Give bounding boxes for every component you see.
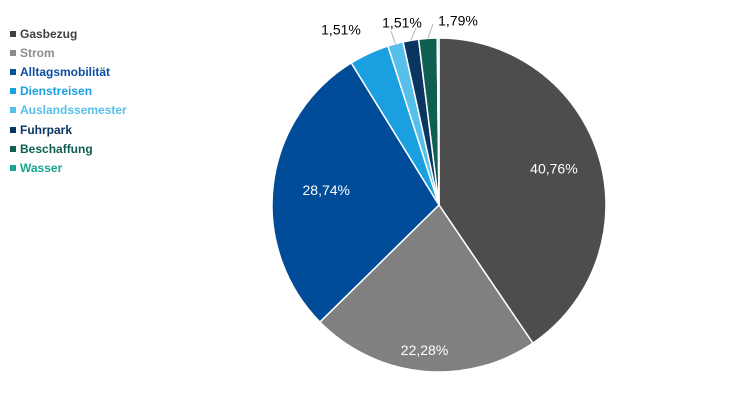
legend-item-alltagsmobilitaet: Alltagsmobilität <box>10 62 127 81</box>
pie-slice-gasbezug <box>438 37 607 345</box>
pie-slice-strom <box>318 203 534 373</box>
legend-swatch <box>10 30 16 37</box>
legend-item-gasbezug: Gasbezug <box>10 24 127 43</box>
chart-legend: Gasbezug Strom Alltagsmobilität Dienstre… <box>10 24 127 178</box>
legend-swatch <box>10 49 16 56</box>
label-leader-line <box>390 30 396 44</box>
legend-label: Alltagsmobilität <box>20 64 111 79</box>
label-leader-line <box>427 23 434 39</box>
slice-data-label: 1,51% <box>382 15 422 31</box>
legend-label: Beschaffung <box>20 141 93 156</box>
legend-item-beschaffung: Beschaffung <box>10 139 127 158</box>
legend-swatch <box>10 68 16 75</box>
legend-swatch <box>10 126 16 133</box>
slice-data-label: 40,76% <box>530 160 577 176</box>
legend-swatch <box>10 164 16 171</box>
legend-label: Gasbezug <box>20 26 78 41</box>
pie-slice-wasser <box>436 37 440 206</box>
slice-data-label: 1,79% <box>438 13 478 29</box>
slice-data-label: 28,74% <box>303 182 350 198</box>
legend-swatch <box>10 145 16 152</box>
legend-label: Strom <box>20 45 55 60</box>
legend-label: Wasser <box>20 160 63 175</box>
label-leader-line <box>410 27 417 41</box>
legend-item-dienstreisen: Dienstreisen <box>10 82 127 101</box>
slice-data-label: 22,28% <box>401 342 448 358</box>
legend-item-wasser: Wasser <box>10 158 127 177</box>
legend-swatch <box>10 107 16 114</box>
legend-label: Fuhrpark <box>20 122 73 137</box>
slice-data-label: 1,51% <box>321 22 361 38</box>
legend-item-fuhrpark: Fuhrpark <box>10 120 127 139</box>
legend-label: Dienstreisen <box>20 84 93 99</box>
legend-item-auslandssemester: Auslandssemester <box>10 101 127 120</box>
legend-item-strom: Strom <box>10 43 127 62</box>
legend-label: Auslandssemester <box>20 103 127 118</box>
pie-slice-alltagsmobilit-t <box>271 61 440 324</box>
legend-swatch <box>10 88 16 95</box>
